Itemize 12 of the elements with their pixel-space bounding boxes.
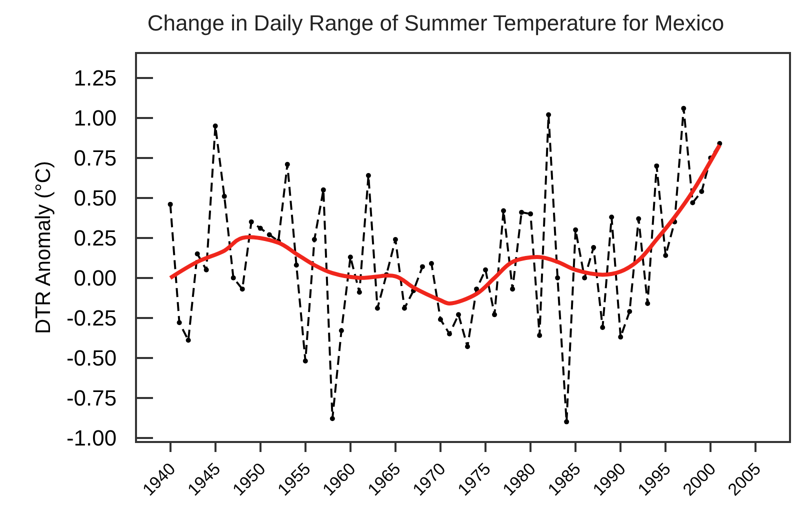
y-tick-label: 1.00 bbox=[74, 106, 117, 131]
y-axis-title: DTR Anomaly (°C) bbox=[32, 161, 56, 334]
y-tick-label: -0.75 bbox=[66, 386, 117, 411]
y-tick-label: 0.50 bbox=[74, 186, 117, 211]
y-tick-label: -1.00 bbox=[66, 426, 117, 450]
y-tick-label: 1.25 bbox=[74, 66, 117, 91]
y-tick-label: -0.25 bbox=[66, 306, 117, 331]
y-tick-label: 0.00 bbox=[74, 266, 117, 291]
chart-title: Change in Daily Range of Summer Temperature for Mexico bbox=[147, 10, 724, 36]
y-tick-label: 0.75 bbox=[74, 146, 117, 171]
y-tick-label: 0.25 bbox=[74, 226, 117, 251]
y-tick-label: -0.50 bbox=[66, 346, 117, 371]
